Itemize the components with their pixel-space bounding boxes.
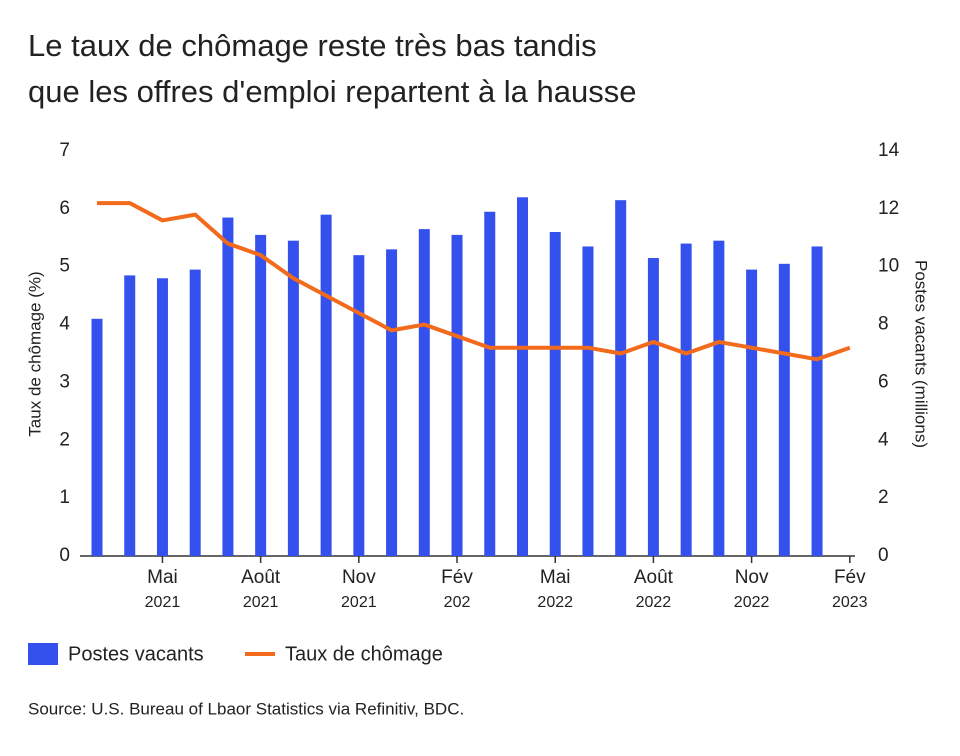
bar xyxy=(484,211,496,556)
x-tick-label: Nov xyxy=(735,567,769,588)
y-tick-label: 1 xyxy=(59,487,70,508)
x-tick-year: 2022 xyxy=(734,594,770,611)
line xyxy=(97,201,851,362)
bar xyxy=(516,197,528,557)
y2-tick-label: 2 xyxy=(878,487,889,508)
x-tick-year: 2021 xyxy=(243,594,279,611)
bar xyxy=(582,246,594,556)
x-tick-label: Mai xyxy=(540,567,571,588)
chart-title: que les offres d'emploi repartent à la h… xyxy=(28,74,637,109)
y-tick-label: 3 xyxy=(59,371,70,392)
y2-tick-label: 14 xyxy=(878,140,900,161)
bar xyxy=(320,214,332,556)
y-axis-title: Taux de chômage (%) xyxy=(25,271,44,436)
bar xyxy=(451,234,463,556)
y-tick-label: 0 xyxy=(59,545,70,566)
x-tick-year: 2021 xyxy=(145,594,181,611)
bar xyxy=(647,258,659,556)
bar xyxy=(549,232,561,556)
bar xyxy=(386,249,398,556)
x-tick-label: Août xyxy=(634,567,674,588)
bar xyxy=(811,246,823,556)
y2-tick-label: 8 xyxy=(878,314,889,335)
bar xyxy=(353,255,365,556)
bar xyxy=(680,243,692,557)
y2-tick-label: 6 xyxy=(878,371,889,392)
bar xyxy=(189,269,201,556)
y2-tick-label: 0 xyxy=(878,545,889,566)
bar xyxy=(746,269,758,556)
y2-tick-label: 4 xyxy=(878,429,889,450)
y-tick-label: 7 xyxy=(59,140,70,161)
legend-swatch xyxy=(28,643,58,665)
y-tick-label: 4 xyxy=(59,314,70,335)
bar xyxy=(91,318,103,556)
x-tick-label: Mai xyxy=(147,567,178,588)
source: Source: U.S. Bureau of Lbaor Statistics … xyxy=(28,699,464,718)
y2-tick-label: 12 xyxy=(878,198,899,219)
x-tick-year: 2022 xyxy=(537,594,573,611)
y-tick-label: 6 xyxy=(59,198,70,219)
x-tick-year: 202 xyxy=(444,594,471,611)
x-tick-year: 2022 xyxy=(636,594,672,611)
x-tick-label: Fév xyxy=(834,567,866,588)
y-tick-label: 5 xyxy=(59,256,70,277)
bar xyxy=(124,275,136,556)
legend-label: Taux de chômage xyxy=(285,643,443,665)
bar xyxy=(778,263,790,556)
x-tick-label: Août xyxy=(241,567,281,588)
x-tick-year: 2023 xyxy=(832,594,868,611)
x-tick-label: Fév xyxy=(441,567,473,588)
bar xyxy=(713,240,725,556)
legend-label: Postes vacants xyxy=(68,643,204,665)
bar xyxy=(615,200,627,556)
y2-axis-title: Postes vacants (millions) xyxy=(912,260,931,448)
bar xyxy=(287,240,299,556)
bar xyxy=(156,278,168,556)
bar xyxy=(255,234,267,556)
x-tick-label: Nov xyxy=(342,567,376,588)
chart-title: Le taux de chômage reste très bas tandis xyxy=(28,28,597,63)
y2-tick-label: 10 xyxy=(878,256,899,277)
x-tick-year: 2021 xyxy=(341,594,377,611)
bar xyxy=(222,217,234,557)
y-tick-label: 2 xyxy=(59,429,70,450)
bar xyxy=(418,229,430,556)
